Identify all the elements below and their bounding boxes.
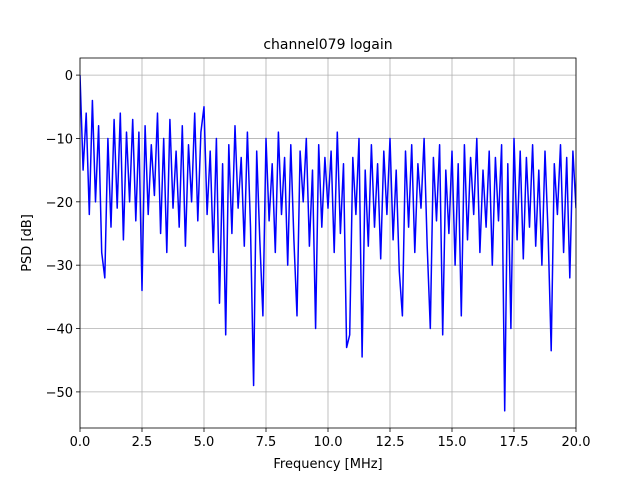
x-tick-label: 7.5 [256, 435, 277, 450]
y-tick-label: 0 [65, 69, 73, 84]
x-tick-label: 17.5 [500, 435, 529, 450]
y-tick-label: −30 [46, 259, 73, 274]
y-tick-label: −20 [46, 196, 73, 211]
plot-frame [79, 57, 577, 429]
x-tick-label: 2.5 [132, 435, 153, 450]
y-tick-label: −40 [46, 323, 73, 338]
x-tick-label: 12.5 [376, 435, 405, 450]
x-axis-label: Frequency [MHz] [273, 457, 382, 472]
x-tick-label: 5.0 [194, 435, 215, 450]
y-axis-label: PSD [dB] [20, 214, 35, 272]
chart-title: channel079 logain [263, 37, 392, 53]
y-tick-label: −10 [46, 132, 73, 147]
x-tick-label: 0.0 [70, 435, 91, 450]
x-tick-label: 20.0 [562, 435, 591, 450]
y-tick-label: −50 [46, 386, 73, 401]
x-tick-label: 10.0 [314, 435, 343, 450]
x-tick-label: 15.0 [438, 435, 467, 450]
data-line [80, 75, 576, 412]
